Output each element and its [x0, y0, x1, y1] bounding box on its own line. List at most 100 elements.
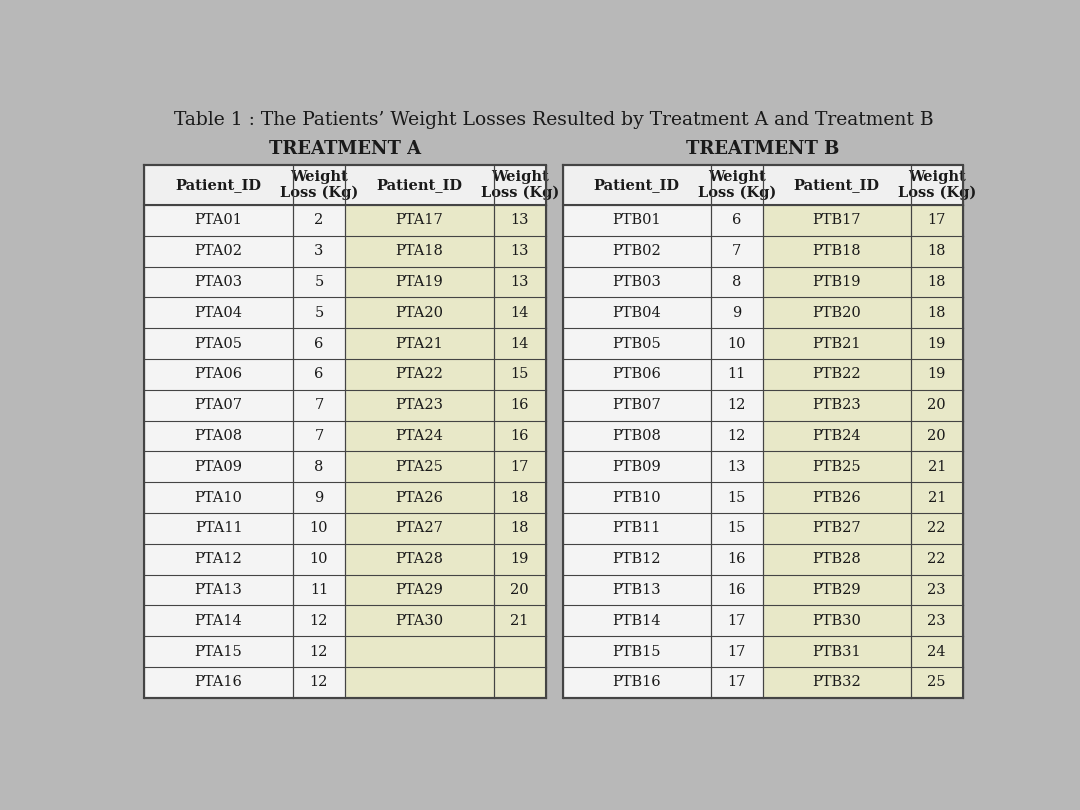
Text: PTB24: PTB24 — [812, 429, 861, 443]
Bar — [762, 605, 962, 636]
Text: 6: 6 — [732, 213, 742, 228]
Text: PTA15: PTA15 — [194, 645, 242, 659]
Text: PTA19: PTA19 — [395, 275, 443, 289]
Text: PTB27: PTB27 — [812, 522, 861, 535]
Text: 20: 20 — [928, 429, 946, 443]
Text: 11: 11 — [728, 368, 746, 382]
Text: 18: 18 — [928, 306, 946, 320]
Bar — [563, 266, 762, 297]
Text: PTB15: PTB15 — [612, 645, 661, 659]
Text: PTA07: PTA07 — [194, 399, 243, 412]
Bar — [145, 236, 345, 266]
Text: PTB20: PTB20 — [812, 306, 861, 320]
Text: 7: 7 — [314, 399, 324, 412]
Text: 8: 8 — [732, 275, 742, 289]
Text: 6: 6 — [314, 337, 324, 351]
Text: PTB31: PTB31 — [812, 645, 861, 659]
Text: PTB26: PTB26 — [812, 491, 861, 505]
Text: PTA26: PTA26 — [395, 491, 443, 505]
Text: 19: 19 — [928, 337, 946, 351]
Text: PTB30: PTB30 — [812, 614, 861, 628]
Text: 15: 15 — [728, 491, 746, 505]
Bar — [563, 165, 962, 205]
Text: 17: 17 — [728, 645, 746, 659]
Bar — [145, 605, 345, 636]
Text: 17: 17 — [928, 213, 946, 228]
Text: 2: 2 — [314, 213, 324, 228]
Text: TREATMENT B: TREATMENT B — [686, 140, 839, 158]
Text: PTB21: PTB21 — [812, 337, 861, 351]
Text: 22: 22 — [928, 552, 946, 566]
Text: 20: 20 — [511, 583, 529, 597]
Bar — [762, 420, 962, 451]
Text: 17: 17 — [728, 676, 746, 689]
Bar — [762, 636, 962, 667]
Text: Patient_ID: Patient_ID — [376, 178, 462, 192]
Text: 12: 12 — [310, 614, 328, 628]
Bar — [345, 513, 545, 544]
Text: PTB12: PTB12 — [612, 552, 661, 566]
Bar — [762, 544, 962, 574]
Bar — [563, 420, 762, 451]
Text: 12: 12 — [728, 429, 746, 443]
Bar — [345, 297, 545, 328]
Text: 25: 25 — [928, 676, 946, 689]
Text: 13: 13 — [728, 460, 746, 474]
Bar — [145, 420, 345, 451]
Text: PTA23: PTA23 — [395, 399, 443, 412]
Bar — [145, 482, 345, 513]
Text: PTB03: PTB03 — [612, 275, 661, 289]
Bar — [563, 297, 762, 328]
Text: PTB10: PTB10 — [612, 491, 661, 505]
Text: PTB09: PTB09 — [612, 460, 661, 474]
Text: PTA22: PTA22 — [395, 368, 443, 382]
Text: 16: 16 — [511, 429, 529, 443]
Bar — [145, 574, 345, 605]
Text: 6: 6 — [314, 368, 324, 382]
Text: Table 1 : The Patients’ Weight Losses Resulted by Treatment A and Treatment B: Table 1 : The Patients’ Weight Losses Re… — [174, 111, 933, 130]
Bar — [762, 328, 962, 359]
Text: Patient_ID: Patient_ID — [594, 178, 679, 192]
Text: 10: 10 — [728, 337, 746, 351]
Text: PTB13: PTB13 — [612, 583, 661, 597]
Text: Patient_ID: Patient_ID — [794, 178, 880, 192]
Bar — [145, 205, 345, 236]
Text: PTB02: PTB02 — [612, 244, 661, 258]
Text: 21: 21 — [928, 460, 946, 474]
Bar — [563, 667, 762, 697]
Text: PTA27: PTA27 — [395, 522, 443, 535]
Text: PTA18: PTA18 — [395, 244, 443, 258]
Bar — [563, 205, 762, 236]
Text: PTB18: PTB18 — [812, 244, 861, 258]
Text: 18: 18 — [511, 522, 529, 535]
Text: 23: 23 — [928, 614, 946, 628]
Text: 20: 20 — [928, 399, 946, 412]
Text: PTA09: PTA09 — [194, 460, 243, 474]
Text: Weight
Loss (Kg): Weight Loss (Kg) — [897, 169, 976, 200]
Bar — [563, 605, 762, 636]
Bar — [762, 236, 962, 266]
Bar — [762, 297, 962, 328]
Text: 12: 12 — [310, 676, 328, 689]
Text: 8: 8 — [314, 460, 324, 474]
Text: Weight
Loss (Kg): Weight Loss (Kg) — [698, 169, 775, 200]
Text: 12: 12 — [310, 645, 328, 659]
Bar — [345, 482, 545, 513]
Bar — [762, 513, 962, 544]
Bar — [345, 451, 545, 482]
Text: 9: 9 — [732, 306, 741, 320]
Bar — [145, 636, 345, 667]
Bar — [762, 266, 962, 297]
Text: PTA24: PTA24 — [395, 429, 443, 443]
Bar — [762, 482, 962, 513]
Text: PTB29: PTB29 — [812, 583, 861, 597]
Text: PTA11: PTA11 — [194, 522, 242, 535]
Text: PTA30: PTA30 — [395, 614, 444, 628]
Text: 7: 7 — [314, 429, 324, 443]
Text: 18: 18 — [928, 275, 946, 289]
Bar — [145, 544, 345, 574]
Text: PTA14: PTA14 — [194, 614, 242, 628]
Text: 21: 21 — [511, 614, 529, 628]
Text: PTA05: PTA05 — [194, 337, 243, 351]
Text: PTA28: PTA28 — [395, 552, 443, 566]
